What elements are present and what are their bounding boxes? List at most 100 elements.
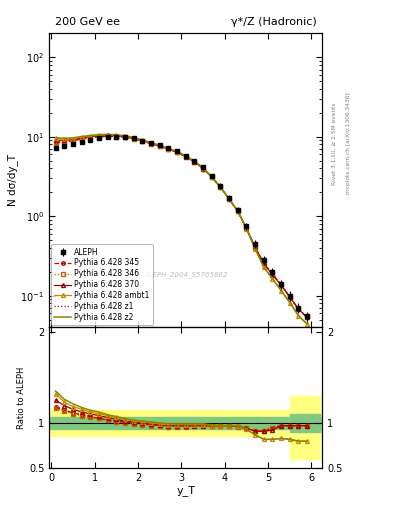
Pythia 6.428 ambt1 — [235, 208, 240, 214]
Pythia 6.428 ambt1 — [183, 153, 188, 159]
Pythia 6.428 345 — [97, 134, 101, 140]
Pythia 6.428 z1 — [71, 138, 75, 144]
Pythia 6.428 345 — [183, 154, 188, 160]
Pythia 6.428 345 — [79, 136, 84, 142]
Pythia 6.428 ambt1 — [131, 135, 136, 141]
Pythia 6.428 370 — [244, 225, 249, 231]
Pythia 6.428 z1 — [227, 196, 231, 202]
Pythia 6.428 345 — [192, 159, 197, 165]
Pythia 6.428 z1 — [244, 225, 249, 231]
Pythia 6.428 ambt1 — [244, 226, 249, 232]
Pythia 6.428 370 — [114, 133, 119, 139]
Pythia 6.428 370 — [209, 174, 214, 180]
Pythia 6.428 z2 — [235, 208, 240, 214]
Pythia 6.428 z1 — [192, 159, 197, 165]
Pythia 6.428 345 — [114, 133, 119, 139]
Text: Rivet 3.1.10, ≥ 2.5M events: Rivet 3.1.10, ≥ 2.5M events — [332, 102, 337, 185]
Pythia 6.428 346 — [192, 159, 197, 165]
Pythia 6.428 370 — [201, 165, 206, 172]
Pythia 6.428 ambt1 — [123, 133, 127, 139]
Pythia 6.428 370 — [174, 149, 179, 155]
Pythia 6.428 ambt1 — [157, 142, 162, 148]
Pythia 6.428 345 — [201, 165, 206, 172]
Pythia 6.428 z2 — [62, 135, 67, 141]
Pythia 6.428 370 — [131, 135, 136, 141]
Pythia 6.428 345 — [287, 294, 292, 300]
Pythia 6.428 ambt1 — [261, 264, 266, 270]
Pythia 6.428 z1 — [209, 174, 214, 180]
Pythia 6.428 z2 — [97, 132, 101, 138]
Pythia 6.428 346 — [62, 139, 67, 145]
Pythia 6.428 346 — [123, 134, 127, 140]
Pythia 6.428 345 — [270, 270, 275, 276]
Line: Pythia 6.428 370: Pythia 6.428 370 — [54, 134, 309, 319]
Pythia 6.428 ambt1 — [253, 246, 257, 252]
Pythia 6.428 z1 — [62, 139, 67, 145]
Pythia 6.428 ambt1 — [166, 146, 171, 152]
Pythia 6.428 ambt1 — [218, 184, 223, 190]
Pythia 6.428 ambt1 — [53, 135, 58, 141]
Pythia 6.428 370 — [97, 133, 101, 139]
Pythia 6.428 346 — [218, 184, 223, 190]
Pythia 6.428 345 — [149, 140, 153, 146]
Pythia 6.428 ambt1 — [279, 287, 283, 293]
Pythia 6.428 z2 — [183, 153, 188, 159]
Text: γ*/Z (Hadronic): γ*/Z (Hadronic) — [231, 17, 317, 28]
Y-axis label: Ratio to ALEPH: Ratio to ALEPH — [17, 367, 26, 429]
Pythia 6.428 370 — [105, 132, 110, 138]
Line: Pythia 6.428 ambt1: Pythia 6.428 ambt1 — [54, 133, 309, 326]
Pythia 6.428 z1 — [296, 306, 301, 312]
Pythia 6.428 z1 — [270, 270, 275, 276]
Bar — [49, 417, 322, 430]
Pythia 6.428 370 — [157, 143, 162, 149]
Pythia 6.428 ambt1 — [201, 165, 206, 171]
Pythia 6.428 370 — [218, 184, 223, 190]
Pythia 6.428 346 — [88, 135, 93, 141]
Pythia 6.428 ambt1 — [287, 300, 292, 306]
Pythia 6.428 345 — [209, 174, 214, 180]
Pythia 6.428 z1 — [235, 208, 240, 215]
Pythia 6.428 370 — [149, 140, 153, 146]
Pythia 6.428 ambt1 — [79, 134, 84, 140]
Pythia 6.428 345 — [62, 139, 67, 145]
Pythia 6.428 z2 — [287, 300, 292, 306]
Pythia 6.428 z2 — [123, 133, 127, 139]
Pythia 6.428 z2 — [140, 137, 145, 143]
Pythia 6.428 z1 — [97, 134, 101, 140]
Pythia 6.428 345 — [227, 196, 231, 202]
Pythia 6.428 346 — [53, 140, 58, 146]
Pythia 6.428 346 — [131, 136, 136, 142]
Pythia 6.428 z2 — [218, 184, 223, 190]
Pythia 6.428 346 — [209, 174, 214, 180]
Pythia 6.428 370 — [253, 244, 257, 250]
Pythia 6.428 z2 — [131, 134, 136, 140]
Pythia 6.428 346 — [227, 196, 231, 202]
Pythia 6.428 345 — [105, 133, 110, 139]
Pythia 6.428 345 — [253, 244, 257, 250]
Pythia 6.428 z1 — [166, 146, 171, 152]
Pythia 6.428 z1 — [53, 139, 58, 145]
Bar — [290, 396, 320, 459]
Pythia 6.428 345 — [166, 146, 171, 152]
Pythia 6.428 346 — [114, 134, 119, 140]
Pythia 6.428 z1 — [88, 135, 93, 141]
Pythia 6.428 370 — [62, 137, 67, 143]
X-axis label: y_T: y_T — [176, 485, 195, 496]
Pythia 6.428 ambt1 — [174, 148, 179, 155]
Pythia 6.428 345 — [53, 139, 58, 145]
Pythia 6.428 z1 — [287, 294, 292, 300]
Pythia 6.428 z1 — [140, 138, 145, 144]
Pythia 6.428 ambt1 — [209, 174, 214, 180]
Pythia 6.428 370 — [140, 138, 145, 144]
Pythia 6.428 370 — [183, 154, 188, 160]
Line: Pythia 6.428 345: Pythia 6.428 345 — [54, 135, 309, 319]
Pythia 6.428 z1 — [123, 134, 127, 140]
Pythia 6.428 z2 — [261, 264, 266, 270]
Pythia 6.428 z1 — [79, 136, 84, 142]
Pythia 6.428 346 — [287, 294, 292, 300]
Pythia 6.428 370 — [270, 271, 275, 278]
Pythia 6.428 z1 — [201, 165, 206, 172]
Pythia 6.428 z2 — [105, 132, 110, 138]
Bar — [49, 410, 322, 436]
Pythia 6.428 346 — [149, 141, 153, 147]
